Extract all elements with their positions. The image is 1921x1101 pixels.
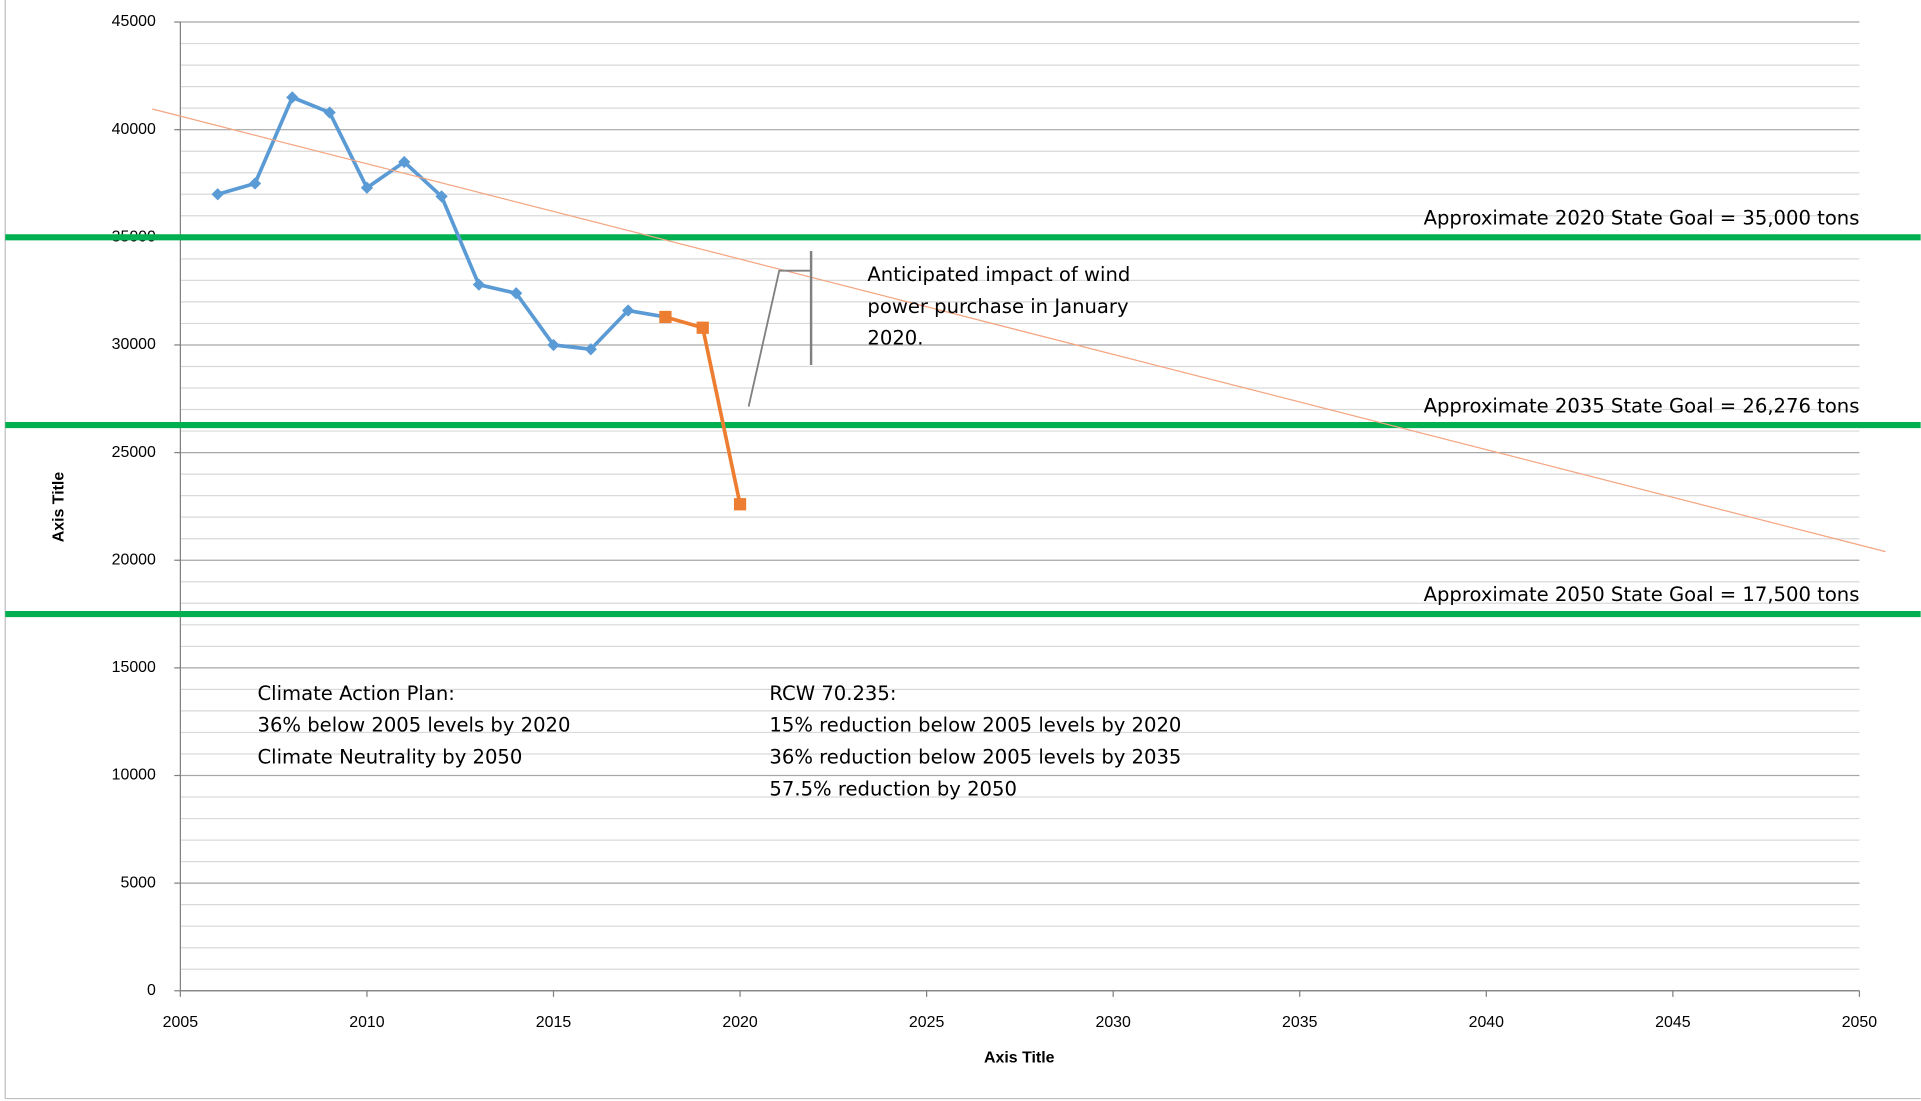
x-tick-label: 2030 (1095, 1014, 1131, 1031)
y-tick-label: 15000 (112, 659, 156, 676)
annotation: RCW 70.235: (769, 682, 896, 705)
x-tick-label: 2005 (163, 1014, 199, 1031)
callout (747, 251, 813, 407)
annotation: 2020. (867, 327, 923, 350)
marker (547, 338, 560, 352)
reference-label: Approximate 2050 State Goal = 17,500 ton… (1424, 583, 1860, 606)
reference-label: Approximate 2035 State Goal = 26,276 ton… (1424, 394, 1860, 417)
marker (211, 188, 224, 201)
y-tick-label: 0 (147, 982, 156, 999)
annotation: Anticipated impact of wind (867, 263, 1130, 286)
y-tick-label: 25000 (112, 444, 156, 461)
marker (248, 177, 262, 190)
x-tick-label: 2025 (909, 1014, 945, 1031)
x-axis-title: Axis Title (984, 1049, 1055, 1066)
marker (360, 181, 374, 194)
callout-leader (747, 269, 812, 407)
annotation: 36% reduction below 2005 levels by 2035 (769, 746, 1181, 769)
annotation: 15% reduction below 2005 levels by 2020 (769, 714, 1181, 737)
x-tick-label: 2035 (1282, 1014, 1318, 1031)
grid (180, 21, 1860, 992)
x-tick-label: 2050 (1842, 1014, 1878, 1031)
x-tick-label: 2040 (1469, 1014, 1505, 1031)
marker (659, 310, 672, 324)
marker (435, 190, 448, 203)
marker (733, 498, 747, 511)
y-tick-label: 10000 (112, 767, 156, 784)
x-tick-label: 2010 (349, 1014, 385, 1031)
marker (696, 321, 709, 334)
x-tick-label: 2020 (722, 1014, 758, 1031)
marker (472, 278, 485, 291)
y-tick-label: 5000 (120, 874, 156, 891)
annotation: 57.5% reduction by 2050 (769, 777, 1016, 800)
y-tick-label: 20000 (112, 551, 156, 568)
marker (323, 106, 336, 119)
marker (510, 287, 523, 300)
reference-label: Approximate 2020 State Goal = 35,000 ton… (1424, 206, 1860, 229)
annotation: Climate Neutrality by 2050 (258, 746, 523, 769)
marker (398, 155, 411, 169)
y-axis-title: Axis Title (50, 472, 67, 543)
series-line (152, 108, 1886, 553)
y-tick-label: 45000 (112, 13, 156, 30)
annotation: Climate Action Plan: (258, 682, 455, 705)
x-tick-label: 2045 (1655, 1014, 1691, 1031)
marker (621, 304, 635, 317)
y-tick-label: 40000 (112, 121, 156, 138)
x-tick-label: 2015 (536, 1014, 572, 1031)
y-tick-label: 30000 (112, 336, 156, 353)
annotation: 36% below 2005 levels by 2020 (258, 714, 571, 737)
annotation: power purchase in January (867, 295, 1128, 318)
marker (286, 91, 299, 104)
